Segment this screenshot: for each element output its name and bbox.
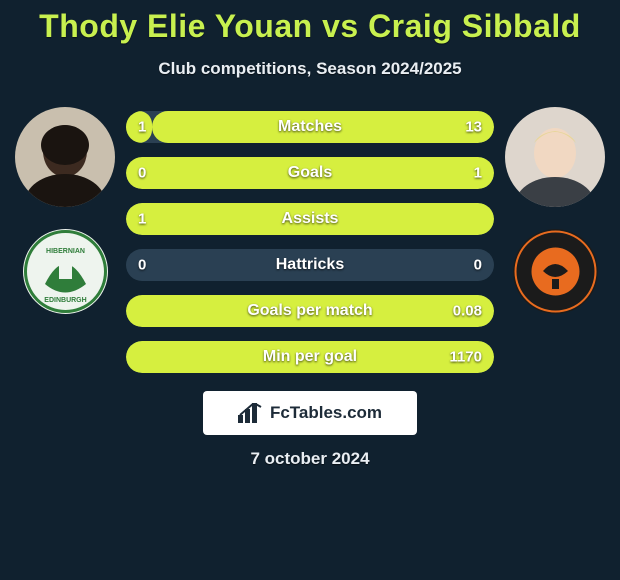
fctables-label: FcTables.com [270, 403, 382, 423]
stat-value-left: 0 [138, 257, 146, 274]
stat-value-left: 1 [138, 119, 146, 136]
stat-row: 01Goals [126, 157, 494, 189]
stat-value-right: 1 [474, 165, 482, 182]
stat-row: 0 0Hattricks [126, 249, 494, 281]
left-player-column: HIBERNIAN EDINBURGH [14, 107, 116, 314]
svg-text:EDINBURGH: EDINBURGH [44, 297, 86, 304]
stat-row: 0.08Goals per match [126, 295, 494, 327]
subtitle: Club competitions, Season 2024/2025 [10, 59, 610, 79]
stat-row: 1170Min per goal [126, 341, 494, 373]
stat-value-left: 0 [138, 165, 146, 182]
stat-fill-right [126, 341, 494, 373]
left-club-crest: HIBERNIAN EDINBURGH [23, 229, 108, 314]
stat-bars: 113Matches01Goals1Assists00Hattricks0.08… [126, 107, 494, 373]
svg-text:HIBERNIAN: HIBERNIAN [46, 248, 85, 255]
stat-row: 113Matches [126, 111, 494, 143]
stat-fill-left [126, 203, 494, 235]
right-player-column [504, 107, 606, 314]
stat-value-right: 13 [465, 119, 482, 136]
date-text: 7 october 2024 [10, 449, 610, 469]
comparison-grid: HIBERNIAN EDINBURGH 113Matches01Goals1As… [10, 107, 610, 373]
stat-value-right: 1170 [449, 349, 482, 366]
stat-value-left: 1 [138, 211, 146, 228]
stat-value-right: 0 [474, 257, 482, 274]
right-player-avatar [505, 107, 605, 207]
stat-fill-right [152, 111, 494, 143]
fctables-badge: FcTables.com [203, 391, 417, 435]
stat-fill-right [126, 295, 494, 327]
left-player-avatar [15, 107, 115, 207]
stat-fill-right [126, 157, 494, 189]
page-title: Thody Elie Youan vs Craig Sibbald [10, 8, 610, 45]
stat-label: Hattricks [126, 256, 494, 274]
fctables-logo-icon [238, 403, 264, 423]
stat-value-right: 0.08 [453, 303, 482, 320]
right-club-crest [513, 229, 598, 314]
stat-row: 1Assists [126, 203, 494, 235]
